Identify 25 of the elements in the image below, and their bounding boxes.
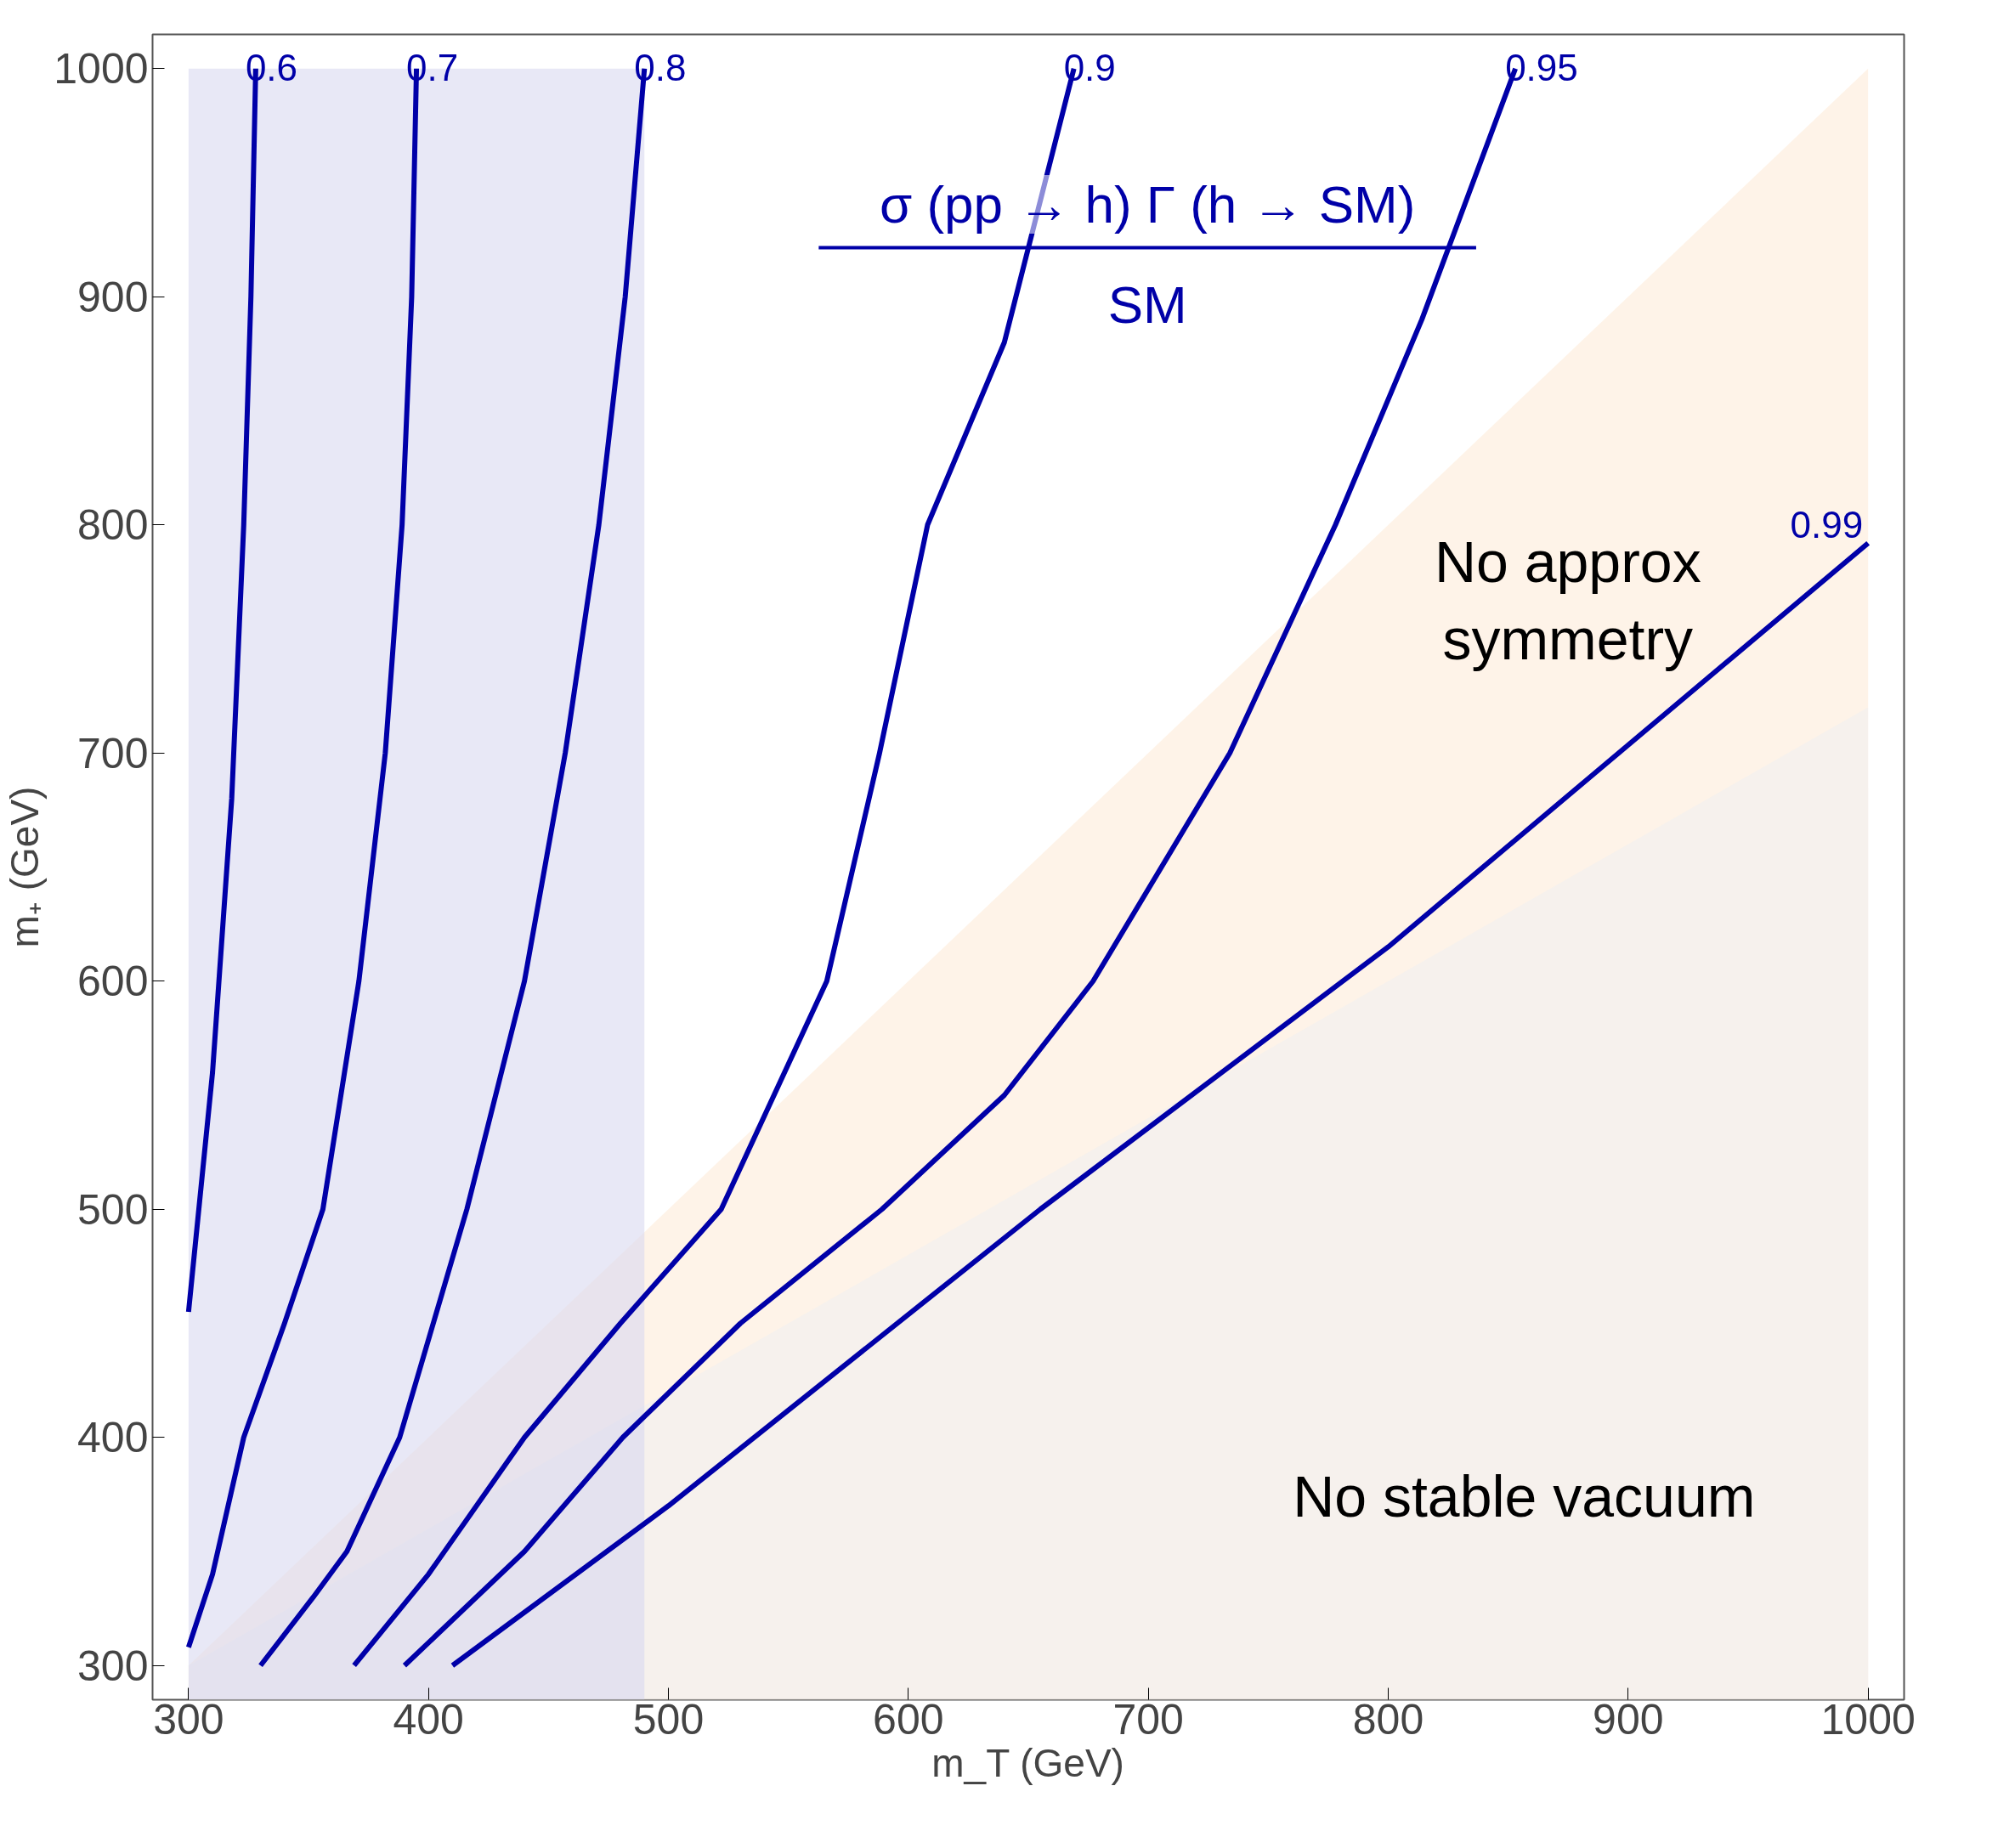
x-tick-label: 1000 — [1820, 1695, 1916, 1743]
series-label: 0.8 — [634, 46, 687, 88]
x-tick-label: 900 — [1593, 1695, 1664, 1743]
x-tick-label: 800 — [1352, 1695, 1424, 1743]
y-tick-label: 800 — [77, 501, 149, 550]
y-tick-label: 1000 — [54, 45, 149, 93]
y-tick-label: 300 — [77, 1642, 149, 1690]
x-tick-label: 400 — [393, 1695, 464, 1743]
annotation: SM — [1107, 274, 1187, 334]
series-label: 0.6 — [245, 46, 298, 88]
annotation: No approx symmetry — [1434, 529, 1701, 672]
annotation: No stable vacuum — [1293, 1464, 1756, 1529]
y-axis-title: m₊ (GeV) — [3, 786, 48, 948]
y-tick-label: 600 — [77, 958, 149, 1006]
y-tick-label: 700 — [77, 729, 149, 777]
y-tick-label: 400 — [77, 1414, 149, 1462]
annotation: σ (pp → h) Γ (h → SM) — [879, 174, 1416, 234]
y-tick-label: 500 — [77, 1185, 149, 1234]
x-tick-label: 500 — [632, 1695, 705, 1743]
series-label: 0.99 — [1790, 504, 1864, 546]
x-tick-label: 300 — [153, 1695, 224, 1743]
series-label: 0.9 — [1063, 46, 1116, 88]
series-label: 0.95 — [1505, 46, 1578, 88]
y-tick-label: 900 — [77, 273, 149, 321]
series-label: 0.7 — [406, 46, 459, 88]
